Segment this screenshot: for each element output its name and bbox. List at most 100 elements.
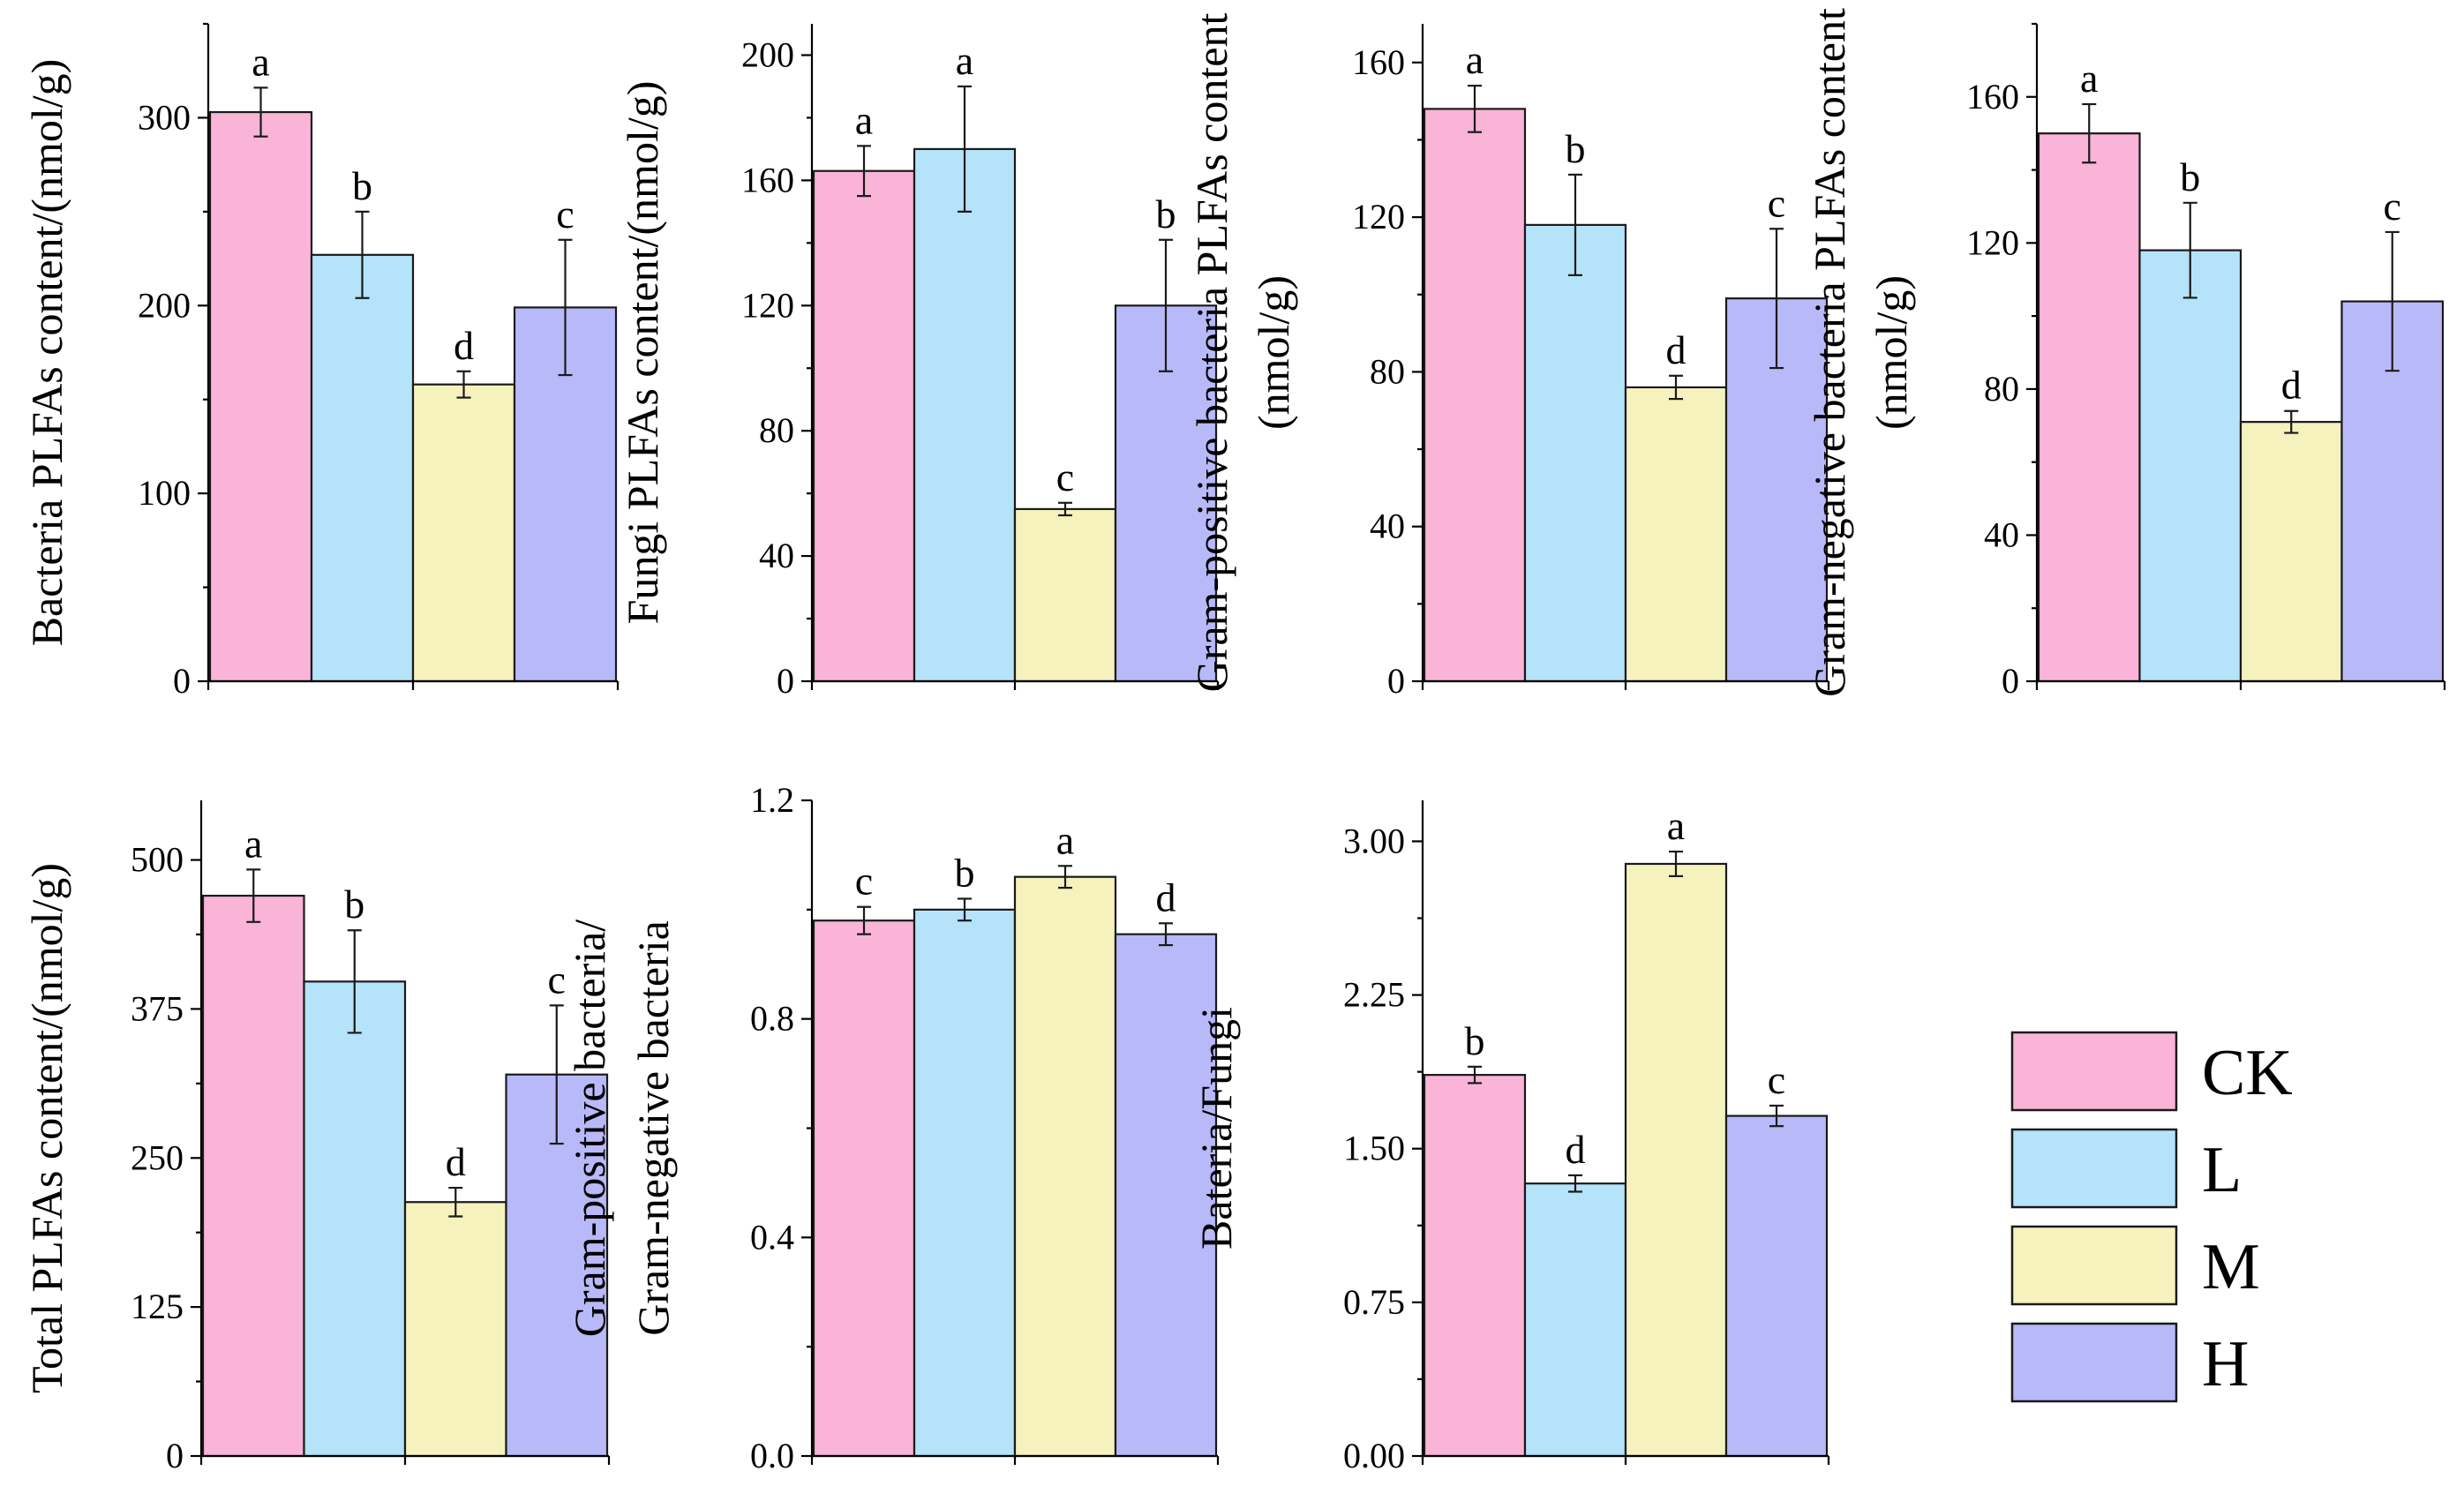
legend-swatch-L bbox=[2010, 1128, 2178, 1209]
y-axis-label: Gram-negative bacteria PLFAs content bbox=[1805, 8, 1854, 697]
y-tick-label: 0 bbox=[1387, 661, 1405, 701]
y-tick-label: 1.2 bbox=[750, 780, 794, 820]
y-tick-label: 250 bbox=[131, 1137, 184, 1177]
bar-CK bbox=[201, 894, 305, 1458]
bar-M bbox=[1013, 875, 1117, 1458]
significance-letter: b bbox=[1465, 1018, 1485, 1063]
significance-letter: a bbox=[244, 821, 262, 866]
y-tick-label: 0.4 bbox=[750, 1217, 794, 1257]
y-tick-label: 200 bbox=[138, 285, 191, 325]
bar-CK bbox=[208, 110, 313, 683]
legend-label-H: H bbox=[2202, 1328, 2249, 1400]
y-tick-label: 200 bbox=[741, 34, 794, 74]
bar-M bbox=[1624, 386, 1728, 683]
y-tick-label: 375 bbox=[131, 988, 184, 1028]
y-tick-label: 0.0 bbox=[750, 1436, 794, 1475]
significance-letter: a bbox=[1667, 803, 1685, 848]
y-axis-label: Bacteria PLFAs content/(nmol/g) bbox=[22, 59, 71, 647]
bar-CK bbox=[812, 919, 916, 1458]
bar-H bbox=[1724, 1114, 1829, 1458]
significance-letter: a bbox=[1056, 817, 1074, 862]
y-tick-label: 0 bbox=[2002, 661, 2019, 701]
panel-7: b d a c 0.00 0.75 1.50 2.25 3.00 Bateria/Fungi bbox=[1191, 800, 1830, 1475]
y-axis-label: Gram-positive bacteria/ bbox=[565, 919, 614, 1338]
panel-4: a b d c 0 40 80 120 160 Gram-negative bacteria PL… bbox=[1805, 8, 2446, 701]
bar-L bbox=[2138, 249, 2242, 683]
significance-letter: d bbox=[2281, 363, 2302, 408]
significance-letter: d bbox=[446, 1139, 466, 1184]
bar-M bbox=[1013, 507, 1117, 683]
y-tick-label: 80 bbox=[1984, 369, 2019, 409]
significance-letter: d bbox=[1156, 874, 1176, 919]
significance-letter: d bbox=[1566, 1127, 1586, 1172]
y-tick-label: 300 bbox=[138, 97, 191, 137]
y-tick-label: 0.8 bbox=[750, 999, 794, 1039]
y-tick-label: 160 bbox=[1966, 77, 2019, 116]
bar-L bbox=[310, 253, 415, 683]
y-tick-label: 0 bbox=[173, 661, 191, 701]
y-tick-label: 40 bbox=[1370, 507, 1405, 546]
y-tick-label: 2.25 bbox=[1343, 975, 1405, 1015]
bar-L bbox=[303, 980, 407, 1458]
y-axis-label: Gram-positive bacteria PLFAs content bbox=[1187, 13, 1236, 693]
panel-1: a b d c 0 100 200 300 Bacteria PLFAs content/(nm… bbox=[22, 22, 620, 701]
significance-letter: a bbox=[956, 38, 973, 83]
bar-L bbox=[1523, 223, 1627, 683]
significance-letter: a bbox=[855, 97, 873, 142]
bar-CK bbox=[1423, 1074, 1527, 1458]
bar-M bbox=[2239, 421, 2343, 683]
significance-letter: b bbox=[344, 882, 364, 927]
significance-letter: b bbox=[1156, 191, 1176, 236]
y-tick-label: 0 bbox=[777, 661, 794, 701]
y-tick-label: 0.75 bbox=[1343, 1282, 1405, 1322]
bar-M bbox=[403, 1201, 507, 1458]
panel-6: c b a d 0.0 0.4 0.8 1.2 Gram-positive bacteria/G… bbox=[565, 780, 1220, 1475]
y-axis-label: Total PLFAs content/(nmol/g) bbox=[22, 863, 71, 1393]
significance-letter: a bbox=[252, 39, 269, 84]
y-tick-label: 160 bbox=[741, 160, 794, 199]
bar-H bbox=[1114, 933, 1218, 1458]
bar-L bbox=[1523, 1182, 1627, 1458]
y-tick-label: 500 bbox=[131, 840, 184, 880]
significance-letter: d bbox=[1666, 327, 1686, 372]
legend-label-CK: CK bbox=[2202, 1037, 2293, 1109]
y-tick-label: 40 bbox=[1984, 514, 2019, 554]
y-tick-label: 0.00 bbox=[1343, 1436, 1405, 1475]
panel-2: a a c b 0 40 80 120 160 200 Fungi PLFAs content/(n… bbox=[618, 24, 1220, 701]
significance-letter: c bbox=[556, 191, 574, 236]
significance-letter: c bbox=[548, 957, 566, 1002]
significance-letter: b bbox=[2180, 154, 2200, 199]
y-tick-label: 80 bbox=[759, 410, 794, 450]
legend-label-M: M bbox=[2202, 1231, 2260, 1303]
significance-letter: b bbox=[955, 850, 975, 895]
y-tick-label: 120 bbox=[1966, 222, 2019, 262]
bar-M bbox=[411, 383, 516, 683]
significance-letter: c bbox=[1768, 1057, 1785, 1102]
bar-CK bbox=[1423, 108, 1527, 683]
y-tick-label: 125 bbox=[131, 1287, 184, 1326]
y-axis-label: (nmol/g) bbox=[1249, 275, 1298, 430]
y-tick-label: 120 bbox=[741, 285, 794, 325]
y-axis-label: Bateria/Fungi bbox=[1191, 1007, 1241, 1250]
y-tick-label: 40 bbox=[759, 536, 794, 575]
legend-label-L: L bbox=[2202, 1134, 2242, 1206]
significance-letter: a bbox=[1466, 37, 1484, 82]
panel-5: a b d c 0 125 250 375 500 Total PLFAs content/(nm… bbox=[22, 800, 611, 1475]
significance-letter: d bbox=[454, 323, 474, 368]
legend-swatch-H bbox=[2010, 1322, 2178, 1403]
y-tick-label: 100 bbox=[138, 473, 191, 513]
significance-letter: c bbox=[1056, 454, 1074, 499]
significance-letter: c bbox=[1768, 180, 1785, 225]
bar-CK bbox=[2037, 132, 2141, 683]
y-tick-label: 120 bbox=[1352, 197, 1405, 236]
y-axis-label: Gram-negative bacteria bbox=[628, 920, 678, 1336]
significance-letter: b bbox=[1566, 126, 1586, 171]
legend: CK LMH bbox=[2010, 1031, 2293, 1403]
significance-letter: c bbox=[2384, 184, 2401, 229]
significance-letter: c bbox=[855, 859, 873, 904]
legend-swatch-CK bbox=[2010, 1031, 2178, 1112]
bar-M bbox=[1624, 862, 1728, 1458]
panel-3: a b d c 0 40 80 120 160 Gram-positive bacteria PL… bbox=[1187, 13, 1830, 701]
bar-CK bbox=[812, 169, 916, 683]
